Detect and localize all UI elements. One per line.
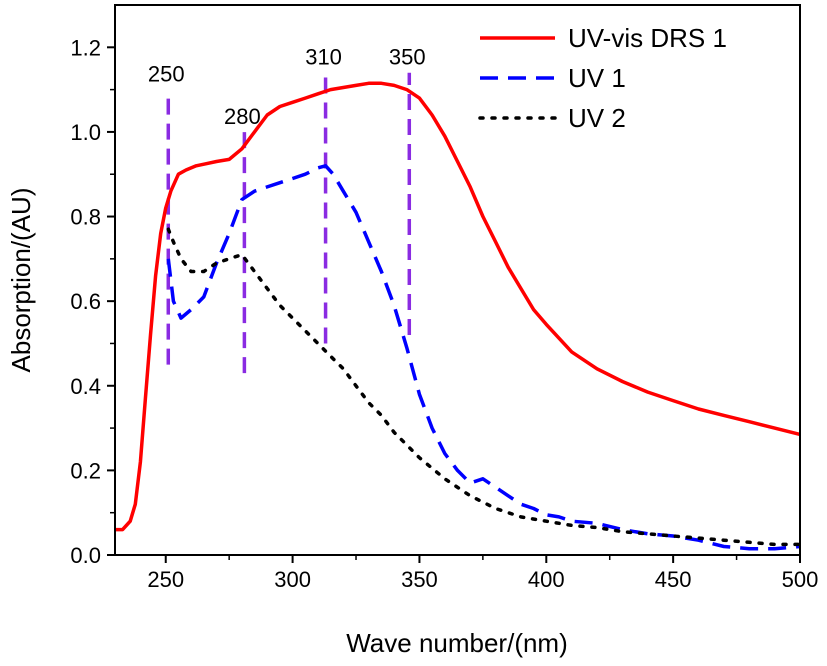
peak-marker-label: 350 bbox=[389, 45, 426, 70]
peak-annotations: 250 280 310 350 bbox=[148, 45, 426, 374]
x-tick-label: 250 bbox=[147, 567, 184, 592]
y-tick-label: 0.6 bbox=[70, 289, 101, 314]
y-tick-label: 1.0 bbox=[70, 120, 101, 145]
peak-marker-label: 250 bbox=[148, 62, 185, 87]
x-tick-label: 500 bbox=[782, 567, 819, 592]
legend-label: UV 2 bbox=[568, 103, 626, 133]
series-lines bbox=[115, 81, 802, 551]
ticks: 250 300 350 400 450 500 0.0 0.2 0.4 0.6 0.8 1.0 1.2 bbox=[70, 35, 818, 592]
legend-label: UV-vis DRS 1 bbox=[568, 23, 727, 53]
axes bbox=[114, 4, 801, 556]
y-tick-label: 0.2 bbox=[70, 458, 101, 483]
x-tick-label: 450 bbox=[655, 567, 692, 592]
peak-marker-label: 280 bbox=[224, 104, 261, 129]
legend-label: UV 1 bbox=[568, 63, 626, 93]
series-line-1 bbox=[115, 81, 801, 532]
x-tick-label: 300 bbox=[274, 567, 311, 592]
y-tick-label: 0.8 bbox=[70, 205, 101, 230]
series-line-3 bbox=[166, 227, 802, 547]
x-axis-title: Wave number/(nm) bbox=[346, 628, 568, 658]
x-tick-label: 350 bbox=[401, 567, 438, 592]
plot-frame bbox=[114, 4, 801, 556]
series-line-2 bbox=[166, 164, 801, 551]
y-axis-title: Absorption/(AU) bbox=[6, 188, 36, 373]
y-tick-label: 0.4 bbox=[70, 374, 101, 399]
peak-marker-label: 310 bbox=[305, 45, 342, 70]
x-tick-label: 400 bbox=[528, 567, 565, 592]
legend: UV-vis DRS 1 UV 1 UV 2 bbox=[478, 23, 727, 133]
y-tick-label: 1.2 bbox=[70, 35, 101, 60]
y-tick-label: 0.0 bbox=[70, 543, 101, 568]
